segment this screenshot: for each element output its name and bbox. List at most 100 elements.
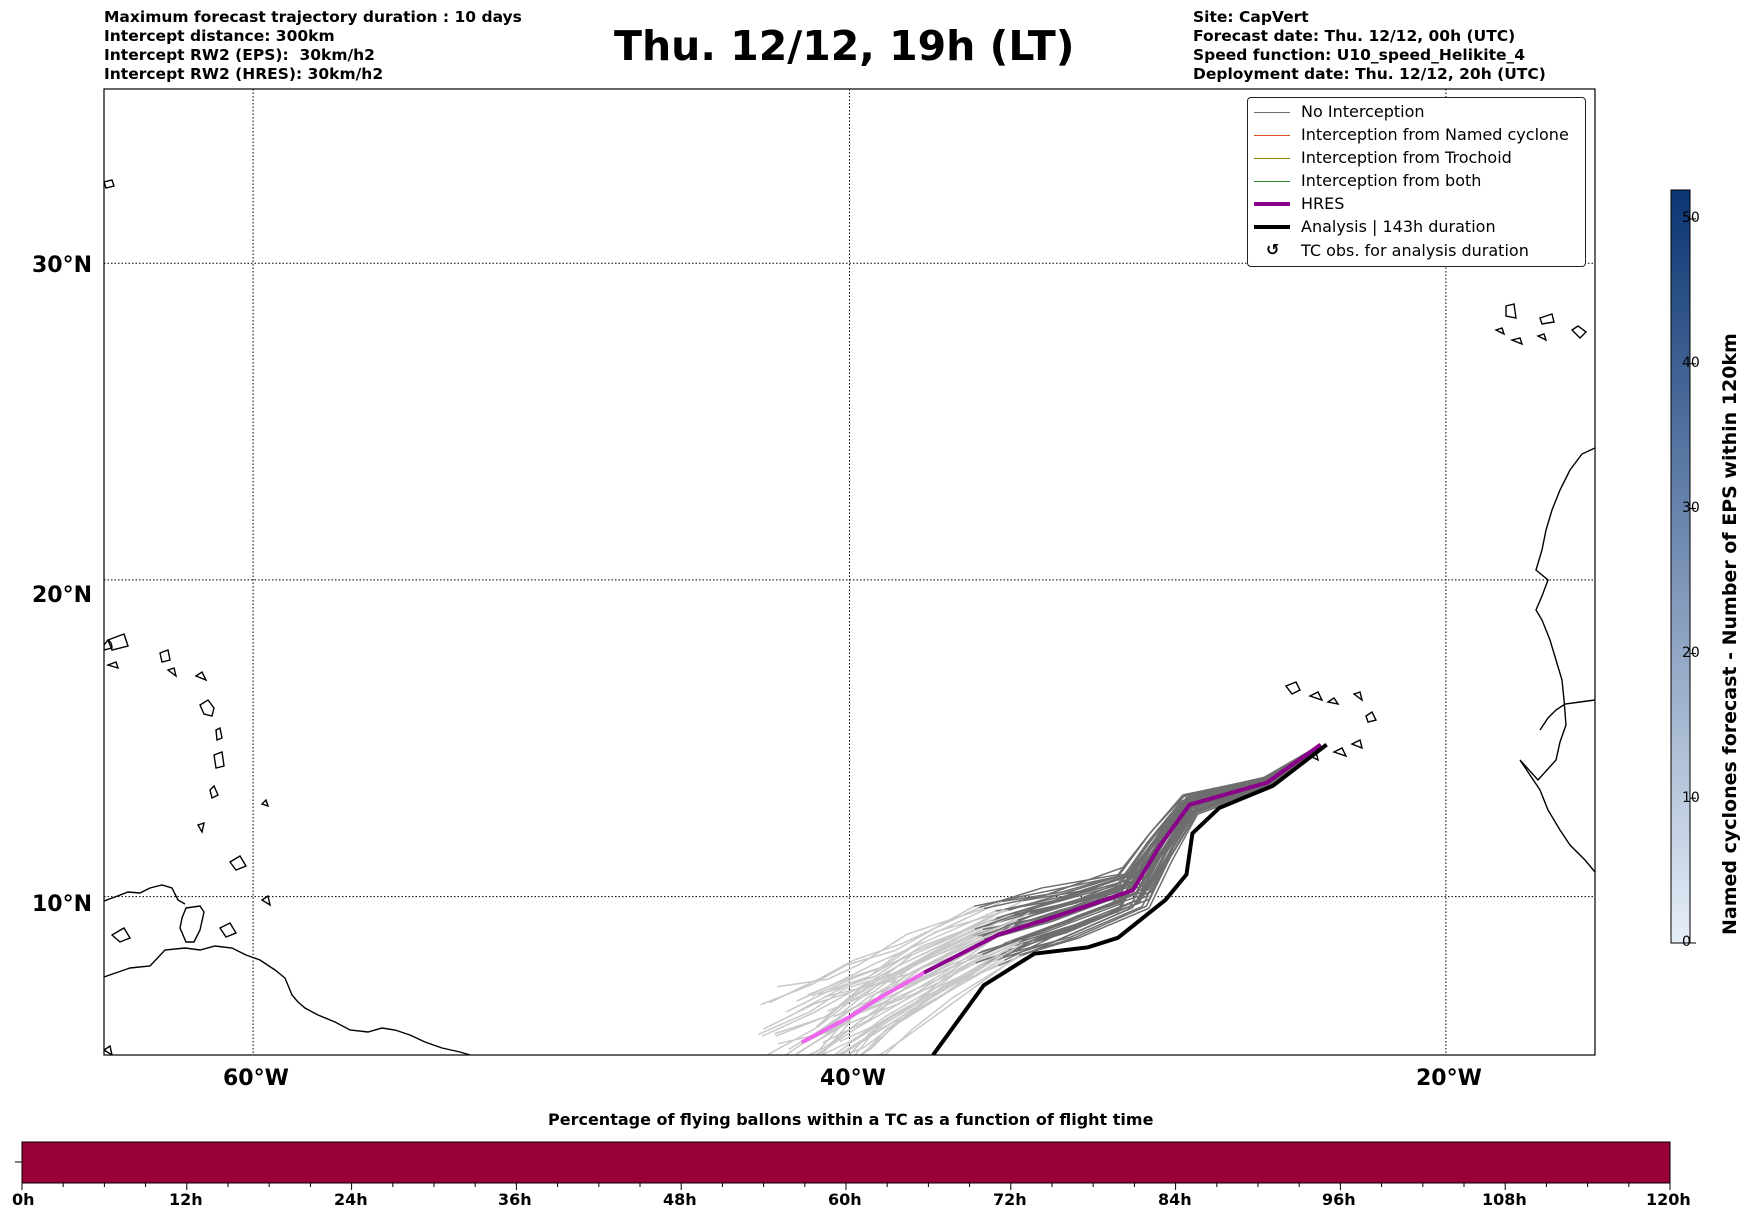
legend-label: No Interception [1301,102,1425,121]
hres-track-late [800,970,926,1045]
flight-bar-tick: 36h [498,1190,532,1209]
colorbar [1670,189,1691,944]
ensemble-trajectory [820,962,977,1055]
coast-tobago [218,922,238,938]
coast-barbados [260,798,270,808]
legend-item-both: Interception from both [1248,170,1585,192]
legend-item-tc-obs: ↺ TC obs. for analysis duration [1248,240,1585,262]
flight-bar-tick: 120h [1646,1190,1691,1209]
tc-obs-icon: ↺ [1266,240,1280,259]
speed-function-text: Speed function: U10_speed_Helikite_4 [1193,46,1526,64]
flight-bar-fill [22,1142,1670,1183]
ensemble-trajectory [777,907,985,988]
legend-swatch [1254,181,1290,182]
ensemble-trajectory [974,743,1322,930]
hres-track [923,742,1322,975]
colorbar-tick-10: 10 [1682,790,1700,806]
flight-bar-tick: 72h [993,1190,1027,1209]
ensemble-trajectories [758,743,1322,1055]
legend-item-no-interception: No Interception [1248,101,1585,123]
coast-grenada [196,821,205,834]
ensemble-trajectory [972,743,1322,937]
coast-lesser-islands [105,633,272,943]
intercept-eps-text: Intercept RW2 (EPS): 30km/h2 [104,46,375,64]
intercept-distance-text: Intercept distance: 300km [104,27,335,45]
coast-puerto-rico [104,639,113,651]
colorbar-tick-50: 50 [1682,210,1700,226]
flight-bar-tick: 96h [1322,1190,1356,1209]
colorbar-tick-20: 20 [1682,645,1700,661]
ensemble-trajectory [760,905,975,1006]
map-legend: No Interception Interception from Named … [1247,97,1586,267]
colorbar-tick-0: 0 [1682,934,1691,950]
colorbar-tick-30: 30 [1682,500,1700,516]
header-right-info: Site: CapVert Forecast date: Thu. 12/12,… [1193,8,1546,84]
legend-swatch [1254,225,1290,229]
ensemble-trajectory [833,919,1018,1018]
flight-bar-tick: 60h [828,1190,862,1209]
ensemble-trajectory [808,953,983,1055]
map-frame [103,88,1596,1056]
legend-swatch [1254,112,1290,113]
coastlines [104,179,1595,1055]
ensemble-trajectory [761,928,976,1037]
header-left-info: Maximum forecast trajectory duration : 1… [104,8,522,84]
ensemble-trajectory [822,940,1012,1044]
coast-martinique [213,751,225,769]
max-duration-text: Maximum forecast trajectory duration : 1… [104,8,522,26]
lon-label-40w: 40°W [820,1066,886,1091]
ensemble-trajectory [861,959,1005,1055]
flight-bar-title: Percentage of flying ballons within a TC… [548,1110,1154,1129]
ensemble-trajectory [982,744,1322,956]
ensemble-trajectory [983,743,1322,910]
lat-label-20: 20°N [32,583,93,608]
legend-item-trochoid: Interception from Trochoid [1248,147,1585,169]
map-grid [104,89,1595,1055]
legend-label: Interception from Trochoid [1301,148,1512,167]
ensemble-trajectory [1001,743,1322,903]
colorbar-ticks [1690,218,1696,944]
legend-label: HRES [1301,194,1345,213]
colorbar-tick-40: 40 [1682,355,1700,371]
ensemble-trajectory [883,953,1024,1055]
ensemble-trajectory [774,935,983,1035]
flight-bar-ticks [21,1183,1671,1190]
coast-africa-senegal [1539,699,1595,731]
lon-label-60w: 60°W [223,1066,289,1091]
legend-label: Interception from both [1301,171,1482,190]
ensemble-trajectory [878,954,1020,1055]
coast-guadeloupe [199,699,215,717]
colorbar-label: Named cyclones forecast - Number of EPS … [1719,333,1741,935]
legend-item-analysis: Analysis | 143h duration [1248,216,1585,238]
coast-tiny-north [104,179,115,189]
legend-item-named-cyclone: Interception from Named cyclone [1248,124,1585,146]
legend-swatch [1254,202,1290,206]
lon-label-20w: 20°W [1416,1066,1482,1091]
analysis-track [931,743,1328,1055]
forecast-date-text: Forecast date: Thu. 12/12, 00h (UTC) [1193,27,1516,45]
lat-label-30: 30°N [32,253,93,278]
intercept-hres-text: Intercept RW2 (HRES): 30km/h2 [104,65,384,83]
page-title: Thu. 12/12, 19h (LT) [614,22,1075,70]
deployment-date-text: Deployment date: Thu. 12/12, 20h (UTC) [1193,65,1546,83]
coast-virgin [104,1044,113,1055]
legend-label: TC obs. for analysis duration [1301,241,1529,260]
legend-label: Interception from Named cyclone [1301,125,1569,144]
legend-label: Analysis | 143h duration [1301,217,1496,236]
ensemble-trajectory [995,743,1322,912]
coast-st-lucia [209,784,219,800]
flight-bar-tick: 48h [663,1190,697,1209]
flight-bar-tick: 0h [12,1190,35,1209]
coast-trinidad [179,905,205,943]
legend-swatch [1254,158,1290,159]
legend-swatch [1254,135,1290,136]
coast-dominica [215,726,223,741]
coast-africa [1519,447,1595,873]
ensemble-trajectory [841,942,1023,1055]
coast-south-america [104,945,471,1055]
coast-cape-verde [1284,681,1378,762]
flight-bar-tick: 12h [169,1190,203,1209]
lat-label-10: 10°N [32,892,93,917]
ensemble-trajectory [814,950,982,1055]
